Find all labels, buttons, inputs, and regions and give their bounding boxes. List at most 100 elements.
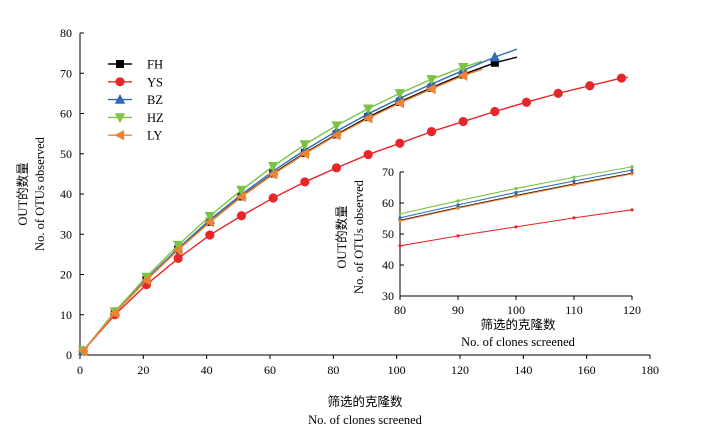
x-tick-label: 180 — [641, 363, 659, 377]
legend: FH YS BZ HZ LY — [108, 58, 164, 143]
data-point-hz — [394, 89, 406, 99]
inset-data-point-ys — [572, 216, 576, 220]
x-tick-label: 100 — [388, 363, 406, 377]
inset-data-point-hz — [514, 186, 518, 191]
x-tick-label: 40 — [201, 363, 213, 377]
inset-data-point-bz — [456, 203, 460, 207]
legend-marker-ly — [114, 130, 125, 141]
inset-series-ly — [398, 172, 634, 223]
x-axis-title-en: No. of clones screened — [308, 413, 423, 427]
data-point-hz — [362, 104, 374, 115]
inset-data-point-hz — [572, 175, 576, 179]
y-tick-label: 20 — [60, 268, 72, 282]
data-point-ly — [172, 244, 183, 256]
inset-data-point-hz — [398, 212, 402, 216]
data-point-ys — [331, 163, 342, 173]
y-axis-title-zh: OUT的数量 — [15, 162, 30, 225]
legend-label-ys: YS — [147, 75, 163, 89]
data-point-ly — [267, 169, 278, 180]
inset-data-point-bz — [398, 216, 402, 220]
y-tick-label: 60 — [60, 107, 72, 121]
inset-y-axis-title-en: No. of OTUs observed — [352, 179, 366, 294]
data-point-hz — [267, 162, 279, 172]
inset-data-point-ys — [398, 244, 402, 248]
inset-series-line-hz — [399, 166, 633, 215]
inset-data-point-ly — [514, 194, 518, 198]
y-axis-title-en: No. of OTUs observed — [33, 136, 47, 251]
data-point-hz — [236, 185, 247, 196]
y-tick-label: 50 — [60, 147, 72, 161]
data-point-ly — [362, 113, 373, 124]
inset-series-hz — [398, 165, 634, 216]
data-point-hz — [299, 140, 311, 151]
series-line-hz — [82, 60, 483, 352]
inset-data-point-ly — [572, 183, 576, 187]
data-point-hz — [426, 75, 437, 85]
y-tick-label: 70 — [60, 66, 72, 80]
data-point-hz — [331, 121, 342, 132]
data-point-ly — [425, 83, 436, 95]
data-point-ys — [268, 193, 278, 203]
legend-marker-fh — [116, 60, 124, 68]
inset-data-point-bz — [630, 168, 634, 172]
inset-data-point-ly — [456, 206, 460, 210]
x-tick-label: 160 — [578, 363, 596, 377]
data-point-ly — [330, 130, 341, 141]
inset-x-tick-label: 120 — [623, 303, 641, 317]
data-point-fh — [490, 58, 499, 67]
y-tick-label: 80 — [60, 26, 72, 40]
x-tick-label: 80 — [327, 363, 339, 377]
inset-y-tick-label: 30 — [382, 289, 394, 303]
inset-y-tick-label: 70 — [382, 165, 394, 179]
data-point-ys — [426, 127, 437, 137]
y-tick-label: 0 — [66, 348, 72, 362]
inset-y-tick-label: 50 — [382, 227, 394, 241]
data-point-ly — [140, 274, 151, 286]
inset-data-point-hz — [456, 199, 460, 203]
data-point-ly — [299, 148, 310, 159]
data-point-hz — [457, 63, 469, 73]
inset-y-tick-label: 60 — [382, 196, 394, 210]
data-point-ly — [204, 216, 215, 228]
x-tick-label: 60 — [264, 363, 276, 377]
data-point-ys — [553, 88, 563, 98]
legend-label-fh: FH — [147, 58, 163, 72]
inset-data-point-hz — [630, 165, 634, 169]
inset-series-ys — [398, 208, 634, 248]
data-point-ly — [109, 307, 120, 319]
inset-data-point-ys — [630, 208, 634, 212]
main-plot: 0 20 40 60 80 100 120 140 160 180 0 10 20 30 40 50 60 70 8… — [15, 26, 659, 427]
data-point-hz — [204, 211, 216, 222]
data-point-ly — [457, 70, 468, 81]
inset-data-point-ly — [398, 219, 402, 223]
data-point-ys — [616, 73, 627, 83]
inset-data-point-bz — [572, 179, 576, 183]
inset-y-axis-title-zh: OUT的数量 — [334, 205, 349, 268]
data-point-ys — [236, 211, 247, 221]
series-line-ly — [82, 68, 483, 352]
inset-x-axis-title-zh: 筛选的克隆数 — [480, 317, 556, 332]
data-point-ys — [363, 149, 373, 160]
data-point-ys — [585, 81, 595, 91]
x-tick-label: 0 — [77, 363, 83, 377]
data-point-ly — [235, 191, 246, 203]
x-tick-label: 140 — [514, 363, 532, 377]
data-point-ys — [395, 138, 405, 148]
data-point-ys — [205, 230, 215, 240]
y-tick-label: 30 — [60, 227, 72, 241]
legend-label-hz: HZ — [147, 111, 164, 125]
data-point-hz — [172, 240, 184, 251]
legend-label-ly: LY — [147, 129, 162, 143]
x-tick-label: 120 — [451, 363, 469, 377]
x-axis-title-zh: 筛选的克隆数 — [327, 394, 403, 409]
legend-marker-ys — [115, 77, 125, 87]
y-tick-label: 10 — [60, 308, 72, 322]
inset-plot: 80 90 100 110 120 30 40 50 60 70 筛选的克隆数 No. of clon… — [334, 165, 641, 349]
inset-data-point-ys — [456, 234, 460, 238]
inset-x-axis-title-en: No. of clones screened — [461, 335, 576, 349]
data-point-ys — [490, 106, 500, 117]
inset-series-bz — [398, 168, 634, 220]
inset-y-tick-label: 40 — [382, 258, 394, 272]
x-tick-label: 20 — [137, 363, 149, 377]
